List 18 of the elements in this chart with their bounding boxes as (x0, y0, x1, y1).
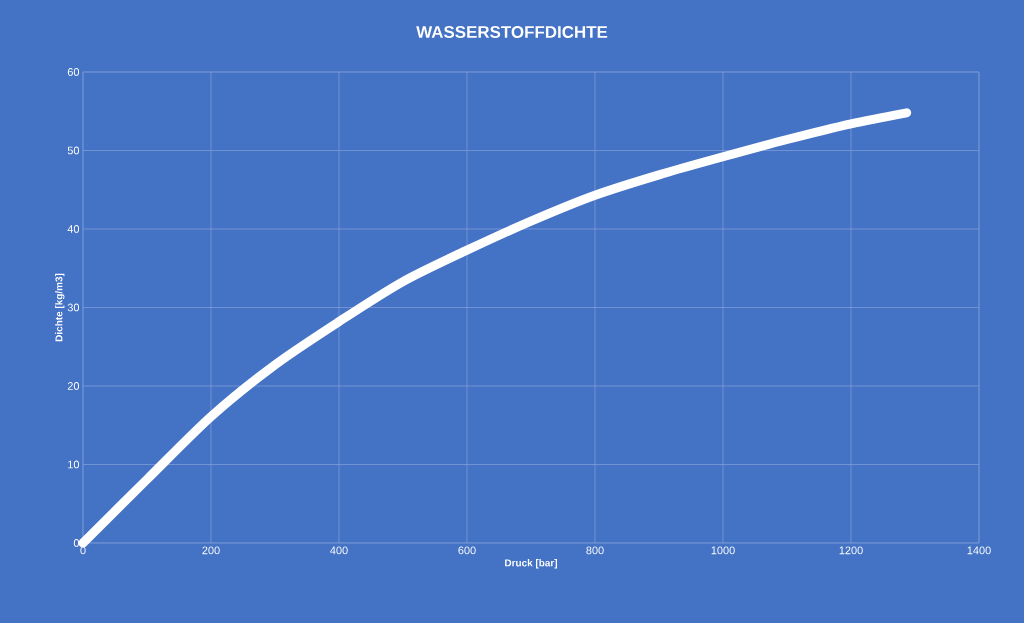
x-tick-label: 1400 (967, 546, 991, 555)
x-tick-label: 1200 (839, 546, 863, 555)
x-tick-label: 400 (330, 546, 348, 555)
y-tick-label: 50 (67, 146, 80, 155)
x-tick-label: 600 (458, 546, 476, 555)
x-tick-label: 200 (202, 546, 220, 555)
x-tick-label: 0 (80, 546, 86, 555)
y-tick-label: 60 (67, 68, 80, 76)
x-tick-label: 1000 (711, 546, 735, 555)
y-tick-label: 40 (67, 225, 80, 233)
x-tick-label: 800 (586, 546, 604, 555)
y-tick-label: 20 (67, 382, 80, 390)
x-axis-title: Druck [bar] (505, 559, 558, 569)
y-tick-label: 30 (67, 303, 80, 312)
chart-title: WASSERSTOFFDICHTE (416, 25, 608, 38)
y-tick-label: 0 (73, 539, 80, 547)
y-tick-label: 10 (68, 460, 80, 469)
y-axis-title: Dichte [kg/m3] (55, 273, 65, 342)
